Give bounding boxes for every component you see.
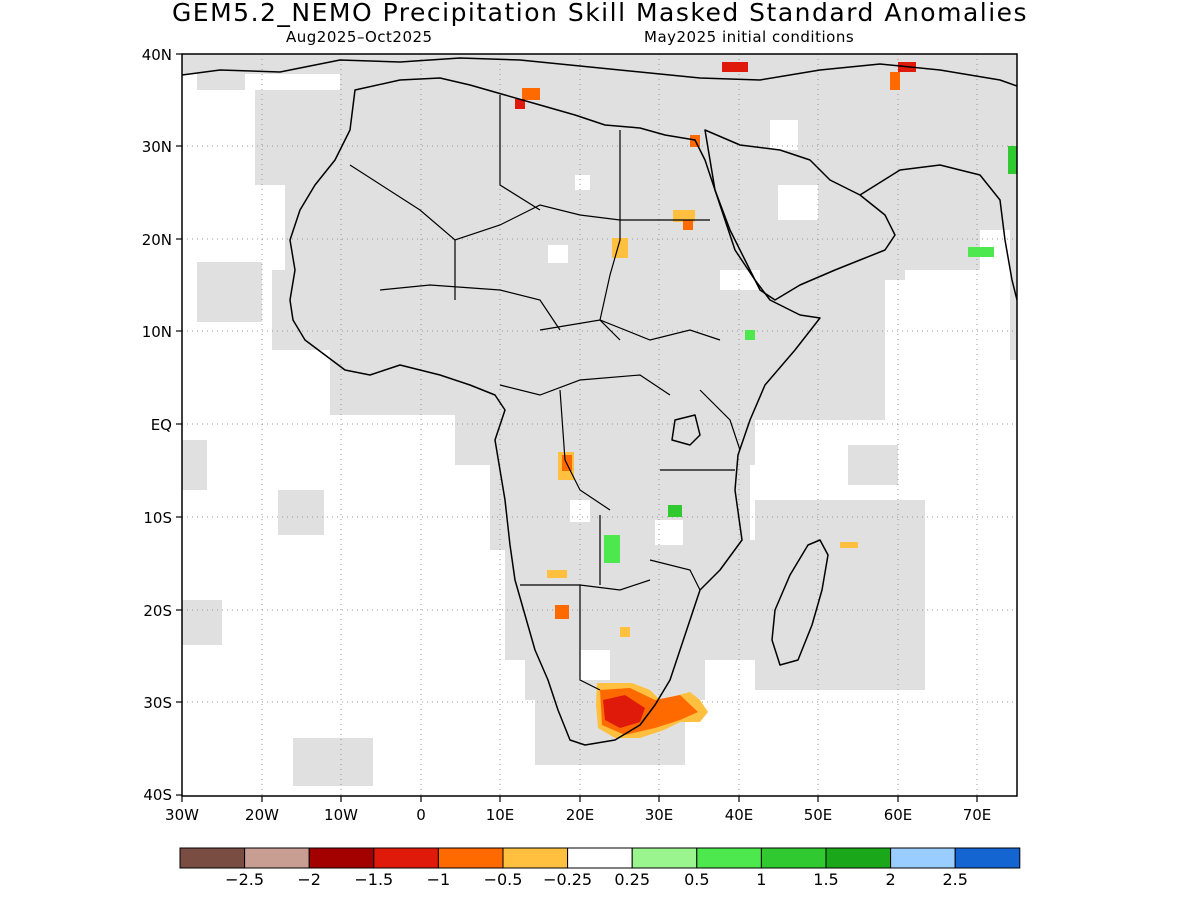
colorbar-swatch [179, 847, 246, 869]
colorbar-label: −0.25 [543, 870, 592, 889]
lon-label-30e: 30E [645, 806, 674, 824]
colorbar-swatch [631, 847, 698, 869]
colorbar-swatch [437, 847, 504, 869]
colorbar-label: 2.5 [942, 870, 967, 889]
lon-label-20e: 20E [566, 806, 595, 824]
colorbar-label: 2 [886, 870, 896, 889]
masked-region [182, 54, 1017, 786]
lon-label-0: 0 [416, 806, 426, 824]
colorbar-label: −2 [297, 870, 321, 889]
graticule [182, 54, 1017, 796]
lat-label-40n: 40N [142, 46, 172, 64]
lat-label-20n: 20N [142, 231, 172, 249]
coastlines [182, 57, 1017, 746]
colorbar-label: 1.5 [813, 870, 838, 889]
lon-label-60e: 60E [884, 806, 913, 824]
colorbar-label: −0.5 [484, 870, 523, 889]
plot-frame [181, 53, 1018, 797]
colorbar-swatch [502, 847, 569, 869]
colorbar-label: 0.25 [614, 870, 650, 889]
lat-label-10s: 10S [143, 509, 172, 527]
init-conditions-subtitle: May2025 initial conditions [644, 28, 855, 46]
colorbar-label: −2.5 [225, 870, 264, 889]
lat-label-30n: 30N [142, 138, 172, 156]
colorbar-label: −1.5 [354, 870, 393, 889]
lat-label-eq: EQ [151, 416, 172, 434]
lon-label-20w: 20W [245, 806, 279, 824]
lon-label-10w: 10W [324, 806, 358, 824]
colorbar-label: 1 [756, 870, 766, 889]
colorbar-swatch [825, 847, 892, 869]
colorbar-swatch [954, 847, 1021, 869]
non-masked-holes [548, 120, 818, 680]
lon-label-10e: 10E [486, 806, 515, 824]
country-borders [349, 95, 741, 691]
map-title: GEM5.2_NEMO Precipitation Skill Masked S… [171, 0, 1029, 27]
lon-label-50e: 50E [804, 806, 833, 824]
colorbar-swatch [244, 847, 310, 869]
lat-label-40s: 40S [143, 786, 172, 804]
season-subtitle: Aug2025–Oct2025 [286, 28, 433, 46]
colorbar-swatch [373, 847, 439, 869]
lat-label-10n: 10N [142, 323, 172, 341]
colorbar-swatch [567, 847, 633, 869]
colorbar-swatch [890, 847, 956, 869]
lat-label-20s: 20S [143, 602, 172, 620]
lon-label-30w: 30W [165, 806, 199, 824]
lon-label-70e: 70E [963, 806, 992, 824]
axis-ticks [176, 53, 978, 802]
colorbar-swatch [696, 847, 762, 869]
colorbar: −2.5 −2 −1.5 −1 −0.5 −0.25 0.25 0.5 1 1.5 2 2.5 [179, 847, 1021, 889]
colorbar-label: −1 [427, 870, 451, 889]
lat-label-30s: 30S [143, 694, 172, 712]
colorbar-swatch [308, 847, 375, 869]
colorbar-swatch [760, 847, 827, 869]
colorbar-label: 0.5 [684, 870, 709, 889]
lon-label-40e: 40E [725, 806, 754, 824]
